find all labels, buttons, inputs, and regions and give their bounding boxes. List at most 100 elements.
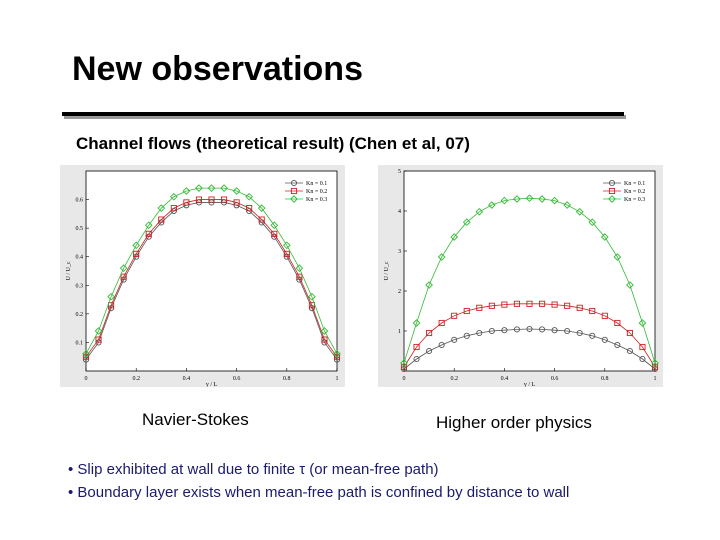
plot-area bbox=[85, 170, 338, 372]
data-point bbox=[282, 241, 291, 250]
data-point bbox=[639, 355, 646, 363]
x-tick-label: 0.6 bbox=[551, 376, 559, 382]
data-point bbox=[564, 327, 571, 335]
data-point bbox=[501, 301, 508, 308]
data-point bbox=[613, 253, 622, 261]
data-point bbox=[463, 307, 470, 315]
legend-marker bbox=[608, 195, 616, 203]
slide-subtitle: Channel flows (theoretical result) (Chen… bbox=[76, 134, 470, 153]
data-point bbox=[463, 332, 470, 339]
series-line bbox=[403, 328, 656, 370]
data-point bbox=[488, 201, 496, 209]
series-line bbox=[403, 303, 656, 368]
data-point bbox=[95, 336, 102, 343]
y-axis-label: U / U_c bbox=[384, 261, 390, 280]
data-point bbox=[208, 196, 215, 203]
legend-label: Kn = 0.2 bbox=[306, 189, 327, 195]
legend-label: Kn = 0.2 bbox=[624, 189, 645, 195]
data-point bbox=[157, 204, 166, 212]
data-point bbox=[232, 187, 241, 195]
data-point bbox=[426, 347, 433, 355]
data-point bbox=[601, 312, 608, 319]
x-axis-label: y / L bbox=[524, 382, 536, 387]
data-point bbox=[258, 216, 265, 223]
data-point bbox=[183, 199, 190, 206]
data-point bbox=[413, 355, 420, 363]
y-tick-label: 1 bbox=[398, 329, 401, 335]
legend-label: Kn = 0.3 bbox=[624, 197, 645, 203]
bullet-item: • Boundary layer exists when mean-free p… bbox=[68, 484, 570, 501]
data-point bbox=[400, 363, 408, 371]
x-tick-label: 0.4 bbox=[183, 376, 191, 382]
x-tick-label: 0.4 bbox=[501, 376, 509, 382]
data-point bbox=[626, 281, 634, 289]
bullet-list: • Slip exhibited at wall due to finite τ… bbox=[68, 458, 569, 504]
x-tick-label: 0.2 bbox=[450, 376, 458, 382]
data-point bbox=[614, 319, 621, 327]
series-line bbox=[85, 199, 338, 357]
data-point bbox=[589, 332, 596, 339]
x-tick-label: 0.8 bbox=[601, 376, 609, 382]
data-point bbox=[296, 273, 303, 280]
y-tick-label: 5 bbox=[398, 169, 401, 175]
data-point bbox=[82, 353, 90, 360]
data-point bbox=[308, 292, 316, 301]
legend-label: Kn = 0.1 bbox=[306, 181, 327, 187]
data-point bbox=[589, 307, 596, 315]
data-point bbox=[220, 196, 228, 203]
data-point bbox=[158, 216, 165, 223]
y-tick-label: 0.2 bbox=[76, 312, 84, 318]
x-tick-label: 1 bbox=[654, 376, 657, 382]
data-point bbox=[551, 327, 558, 334]
data-point bbox=[438, 319, 445, 327]
legend-marker bbox=[290, 195, 298, 203]
data-point bbox=[107, 292, 115, 301]
data-point bbox=[170, 205, 177, 212]
data-point bbox=[170, 192, 178, 201]
x-tick-label: 0 bbox=[85, 376, 88, 382]
data-point bbox=[295, 264, 304, 272]
slide-title: New observations bbox=[72, 50, 363, 88]
data-point bbox=[525, 194, 534, 203]
data-point bbox=[426, 329, 433, 337]
data-point bbox=[94, 327, 103, 335]
legend-marker bbox=[608, 179, 616, 187]
legend-marker bbox=[290, 187, 298, 195]
data-point bbox=[600, 233, 609, 241]
legend-label: Kn = 0.1 bbox=[624, 181, 645, 187]
title-underline bbox=[62, 112, 624, 116]
data-point bbox=[563, 201, 571, 209]
y-tick-label: 0.5 bbox=[76, 226, 84, 232]
data-point bbox=[576, 304, 583, 311]
y-axis-label: U / U_c bbox=[66, 261, 72, 280]
caption-navier-stokes: Navier-Stokes bbox=[142, 410, 249, 429]
data-point bbox=[538, 300, 546, 307]
data-point bbox=[271, 230, 278, 237]
data-point bbox=[195, 196, 203, 203]
data-point bbox=[588, 218, 597, 227]
data-point bbox=[245, 192, 253, 201]
data-point bbox=[501, 327, 508, 334]
y-tick-label: 4 bbox=[398, 209, 401, 215]
data-point bbox=[321, 336, 328, 343]
data-point bbox=[639, 343, 646, 351]
data-point bbox=[564, 302, 571, 309]
data-point bbox=[488, 302, 495, 309]
data-point bbox=[626, 329, 633, 337]
legend-marker bbox=[608, 187, 616, 195]
data-point bbox=[120, 273, 127, 280]
data-point bbox=[476, 304, 483, 311]
data-point bbox=[451, 312, 458, 319]
y-tick-label: 3 bbox=[398, 249, 401, 255]
data-point bbox=[144, 221, 153, 230]
data-point bbox=[476, 329, 483, 337]
data-point bbox=[576, 329, 583, 337]
data-point bbox=[513, 326, 520, 333]
y-tick-label: 0.6 bbox=[76, 198, 84, 204]
data-point bbox=[270, 221, 279, 230]
data-point bbox=[246, 205, 253, 212]
data-point bbox=[475, 207, 484, 216]
data-point bbox=[626, 347, 633, 355]
data-point bbox=[450, 233, 459, 241]
data-point bbox=[538, 326, 546, 333]
